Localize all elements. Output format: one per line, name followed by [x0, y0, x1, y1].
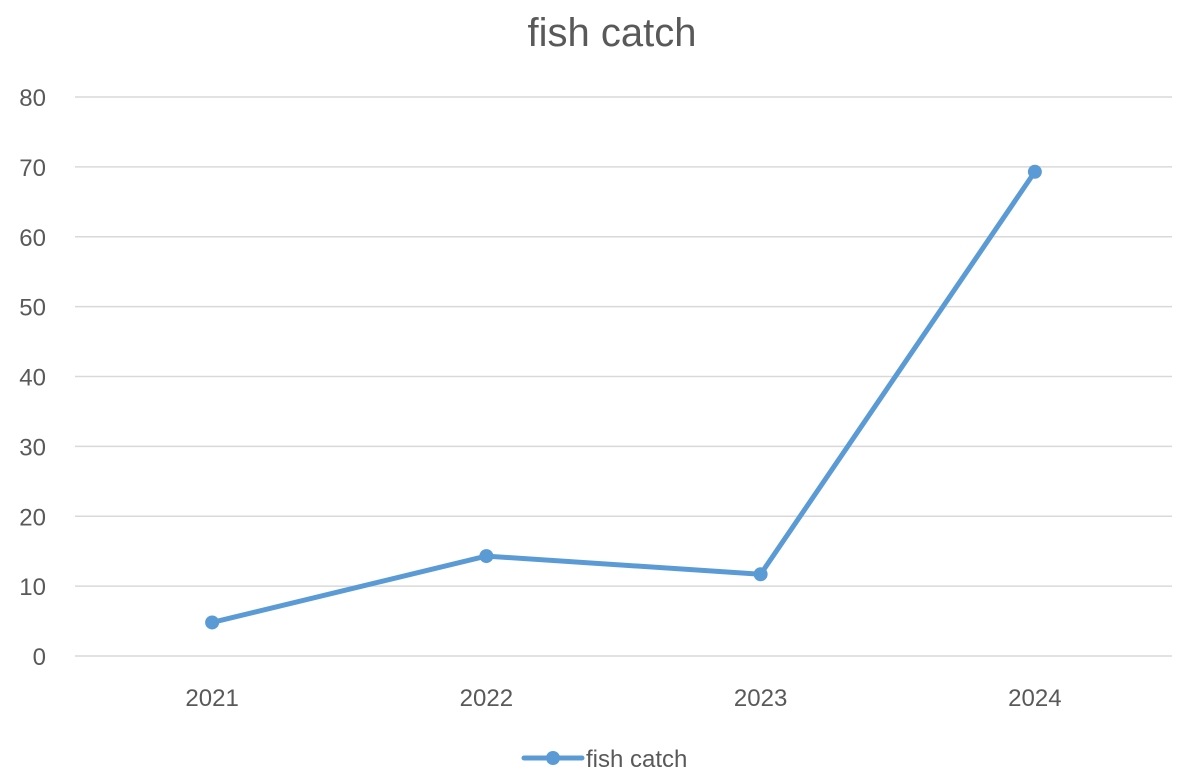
- y-tick-label-0: 0: [33, 644, 46, 671]
- y-tick-label-50: 50: [19, 295, 46, 322]
- y-tick-label-80: 80: [19, 85, 46, 112]
- y-tick-label-40: 40: [19, 365, 46, 392]
- gridlines: [75, 96, 1172, 657]
- x-axis-ticks: 2021 2022 2023 2024: [185, 685, 1061, 712]
- y-tick-label-10: 10: [19, 574, 46, 601]
- data-point-2021: [205, 615, 220, 630]
- series-group: [205, 164, 1042, 630]
- legend: fish catch: [521, 746, 687, 770]
- x-tick-label-2023: 2023: [734, 685, 787, 712]
- data-point-2022: [479, 549, 494, 564]
- legend-label: fish catch: [586, 746, 687, 770]
- x-tick-label-2021: 2021: [185, 685, 238, 712]
- y-axis-ticks: 0 10 20 30 40 50 60 70 80: [19, 85, 46, 671]
- data-point-2023: [753, 567, 768, 582]
- y-tick-label-30: 30: [19, 434, 46, 461]
- y-tick-label-70: 70: [19, 155, 46, 182]
- legend-marker: [546, 751, 560, 765]
- series-line-0: [209, 169, 1038, 625]
- y-tick-label-20: 20: [19, 504, 46, 531]
- x-tick-label-2022: 2022: [460, 685, 513, 712]
- x-tick-label-2024: 2024: [1008, 685, 1061, 712]
- chart-title: fish catch: [528, 11, 697, 55]
- y-tick-label-60: 60: [19, 225, 46, 252]
- data-point-2024: [1027, 164, 1042, 179]
